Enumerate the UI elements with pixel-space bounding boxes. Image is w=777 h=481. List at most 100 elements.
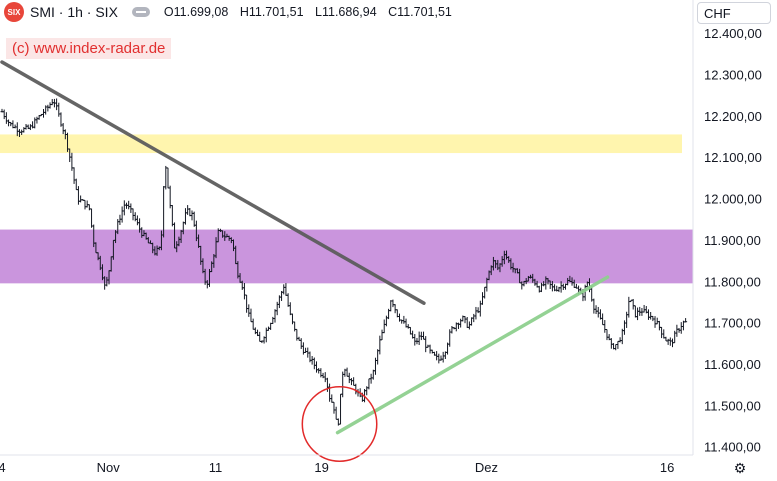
ohlc-bar — [636, 307, 640, 321]
ohlc-bar — [391, 299, 395, 308]
x-tick-label: 16 — [660, 460, 674, 475]
ohlc-bar — [594, 305, 598, 315]
time-axis[interactable]: 4 Nov 11 19 Dez 16 — [0, 460, 674, 475]
ohlc-bar — [271, 316, 275, 324]
ohlc-bar — [376, 349, 380, 365]
y-tick-label: 11.800,00 — [704, 274, 761, 289]
ohlc-bar — [345, 367, 349, 377]
ohlc-bar — [616, 340, 620, 349]
currency-button[interactable]: CHF — [697, 2, 771, 24]
ohlc-bar — [33, 117, 37, 129]
ohlc-bar — [315, 361, 319, 373]
six-logo-icon[interactable]: SIX — [4, 2, 24, 22]
ohlc-bar — [657, 320, 661, 331]
ohlc-bar — [655, 317, 659, 325]
ohlc-bar — [441, 351, 445, 363]
ohlc-bar — [465, 316, 469, 328]
ohlc-bar — [13, 124, 17, 129]
uptrend-line — [335, 275, 610, 435]
ohlc-bar — [20, 129, 24, 135]
ohlc-bar — [592, 298, 596, 314]
ohlc-bar — [614, 344, 618, 351]
ohlc-bar — [183, 208, 187, 225]
ohlc-bar — [389, 300, 393, 312]
ohlc-bars — [0, 98, 688, 426]
ohlc-bar — [646, 309, 650, 320]
ohlc-bar — [245, 294, 249, 313]
y-tick-label: 12.400,00 — [704, 26, 762, 41]
ohlc-bar — [28, 124, 32, 131]
ohlc-bar — [352, 377, 356, 386]
ohlc-bar — [299, 338, 303, 349]
ohlc-bar — [319, 368, 323, 378]
ohlc-bar — [631, 298, 635, 310]
ohlc-bar — [284, 283, 288, 296]
y-tick-label: 11.900,00 — [704, 233, 761, 248]
downtrend-line — [0, 60, 426, 305]
ohlc-bar — [660, 326, 664, 339]
ohlc-bar — [72, 167, 76, 184]
ohlc-bar — [87, 204, 91, 211]
ohlc-bar — [339, 393, 343, 425]
ohlc-bar — [437, 353, 441, 364]
ohlc-bar — [668, 337, 672, 346]
ohlc-bar — [57, 102, 61, 117]
ohlc-bar — [456, 322, 460, 329]
ohlc-bar — [76, 186, 80, 205]
ohlc-bar — [286, 293, 290, 307]
ohlc-bar — [404, 318, 408, 328]
ohlc-bar — [249, 308, 253, 323]
ohlc-bar — [369, 373, 373, 384]
ohlc-bar — [428, 344, 432, 354]
ohlc-bar — [50, 99, 54, 106]
y-tick-label: 12.300,00 — [704, 67, 762, 82]
ohlc-bar — [653, 316, 657, 328]
ohlc-bar — [312, 357, 316, 370]
ohlc-bar — [618, 337, 622, 343]
ohlc-bar — [129, 203, 133, 213]
symbol-title[interactable]: SMI · 1h · SIX — [30, 4, 118, 20]
ohlc-bar — [293, 321, 297, 332]
eye-icon[interactable] — [131, 7, 150, 17]
ohlc-bar — [190, 210, 194, 221]
gear-icon[interactable]: ⚙ — [733, 460, 747, 476]
ohlc-bar — [135, 215, 139, 226]
ohlc-bar — [2, 109, 6, 120]
ohlc-bar — [642, 304, 646, 313]
ohlc-bar — [282, 284, 286, 295]
ohlc-bar — [402, 315, 406, 324]
ohlc-bar — [290, 313, 294, 325]
close-value: C11.701,51 — [388, 5, 452, 19]
ohlc-bar — [417, 331, 421, 345]
ohlc-bar — [638, 306, 642, 316]
ohlc-bar — [4, 112, 8, 124]
ohlc-bar — [186, 205, 190, 215]
ohlc-bar — [478, 300, 482, 317]
ohlc-bar — [46, 104, 50, 112]
annotations — [301, 386, 378, 462]
ohlc-bar — [118, 214, 122, 225]
ohlc-bar — [539, 282, 543, 293]
ohlc-bar — [459, 318, 463, 328]
ohlc-bar — [406, 324, 410, 329]
y-tick-label: 11.600,00 — [704, 357, 761, 372]
ohlc-bar — [168, 185, 172, 209]
ohlc-bar — [192, 211, 196, 227]
ohlc-bar — [649, 312, 653, 320]
ohlc-bar — [332, 401, 336, 414]
ohlc-bar — [330, 394, 334, 403]
ohlc-bar — [288, 302, 292, 316]
ohlc-bar — [596, 306, 600, 318]
ohlc-bar — [304, 347, 308, 353]
ohlc-bar — [35, 116, 39, 124]
ohlc-bar — [439, 355, 443, 361]
ohlc-bar — [61, 123, 65, 135]
price-axis[interactable]: 12.400,00 12.300,00 12.200,00 12.100,00 12.0… — [704, 26, 762, 455]
ohlc-bar — [625, 311, 629, 328]
ohlc-bar — [323, 372, 327, 383]
y-tick-label: 11.500,00 — [704, 398, 761, 413]
ohlc-bar — [393, 304, 397, 314]
ohlc-bar — [605, 328, 609, 341]
ohlc-bar — [367, 378, 371, 390]
